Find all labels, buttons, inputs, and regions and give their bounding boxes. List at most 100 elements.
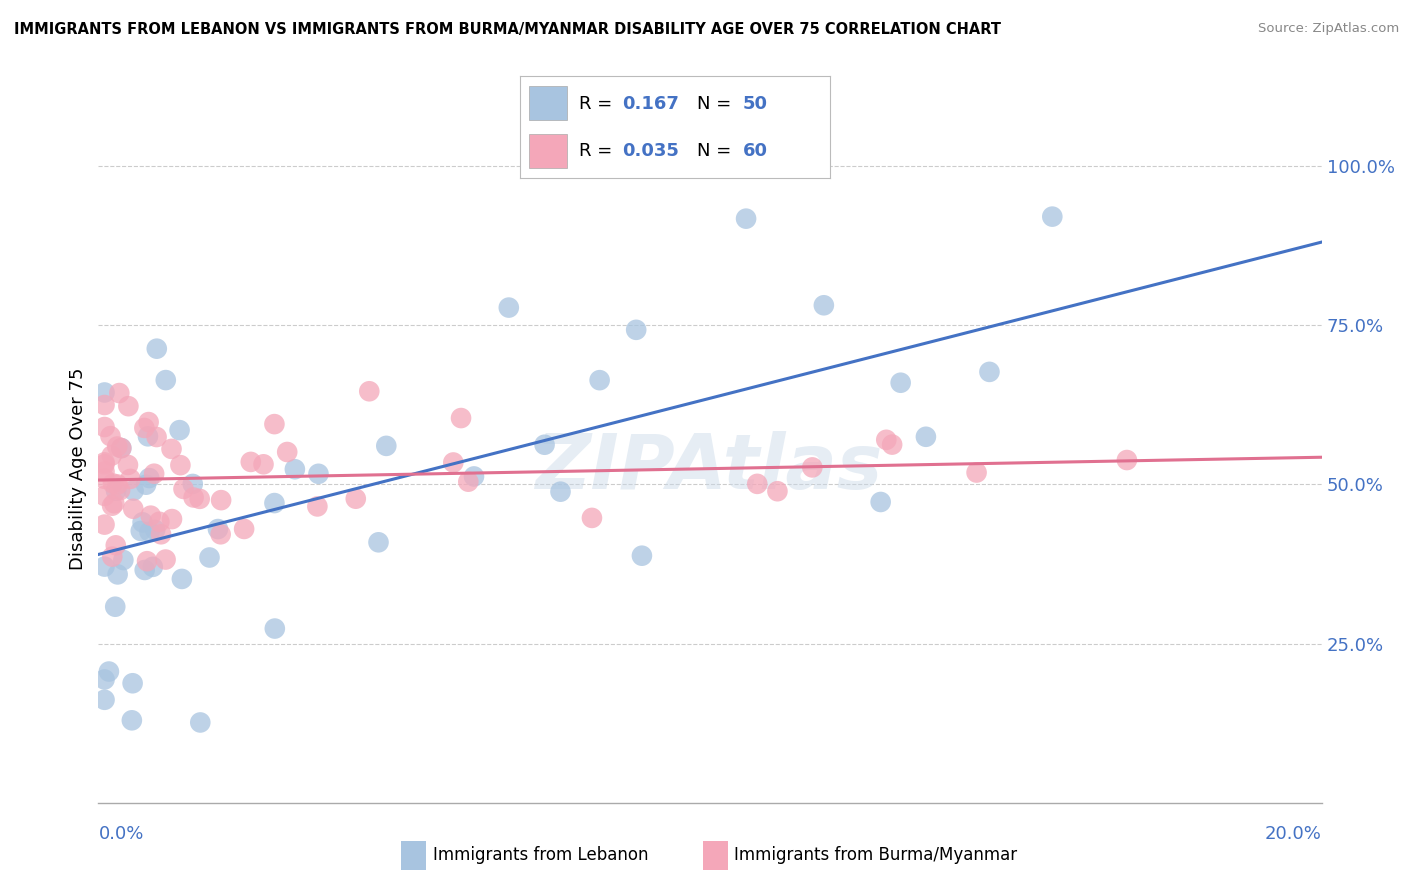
Text: IMMIGRANTS FROM LEBANON VS IMMIGRANTS FROM BURMA/MYANMAR DISABILITY AGE OVER 75 : IMMIGRANTS FROM LEBANON VS IMMIGRANTS FR…	[14, 22, 1001, 37]
Point	[107, 567, 129, 582]
Point	[966, 466, 988, 480]
Point	[145, 430, 167, 444]
Point	[766, 484, 789, 499]
Point	[747, 476, 769, 491]
Point	[143, 523, 166, 537]
Point	[882, 437, 904, 451]
Point	[110, 441, 132, 455]
Point	[173, 482, 195, 496]
Point	[155, 552, 177, 566]
Point	[93, 673, 115, 687]
Point	[110, 441, 132, 455]
Point	[93, 455, 115, 469]
Point	[160, 442, 183, 456]
Point	[122, 483, 145, 498]
Point	[209, 493, 232, 508]
Point	[93, 517, 115, 532]
Point	[813, 298, 835, 312]
Point	[148, 515, 170, 529]
Text: Immigrants from Lebanon: Immigrants from Lebanon	[433, 847, 648, 864]
Point	[359, 384, 381, 399]
Point	[139, 508, 162, 523]
Point	[375, 439, 398, 453]
Text: R =: R =	[579, 95, 619, 112]
Point	[108, 386, 131, 401]
Text: 0.167: 0.167	[623, 95, 679, 112]
Point	[367, 535, 389, 549]
Text: 50: 50	[742, 95, 768, 112]
Point	[93, 472, 115, 486]
Point	[117, 399, 139, 413]
Point	[93, 458, 115, 472]
Point	[631, 549, 654, 563]
Point	[188, 715, 211, 730]
Point	[276, 445, 298, 459]
Point	[735, 211, 758, 226]
Point	[1040, 210, 1063, 224]
Bar	[530, 87, 567, 120]
Point	[160, 512, 183, 526]
Point	[890, 376, 912, 390]
Point	[93, 489, 115, 503]
Point	[263, 622, 285, 636]
Point	[120, 472, 142, 486]
Point	[588, 373, 610, 387]
Point	[624, 323, 647, 337]
Point	[533, 438, 555, 452]
Point	[135, 477, 157, 491]
Point	[136, 429, 159, 443]
Point	[134, 421, 156, 435]
Text: Immigrants from Burma/Myanmar: Immigrants from Burma/Myanmar	[734, 847, 1017, 864]
Point	[93, 559, 115, 574]
Point	[207, 522, 229, 536]
Point	[105, 483, 128, 498]
Point	[100, 449, 122, 463]
Point	[104, 599, 127, 614]
Point	[263, 496, 285, 510]
Point	[146, 342, 169, 356]
Point	[136, 554, 159, 568]
Point	[181, 477, 204, 491]
Point	[344, 491, 367, 506]
Point	[450, 411, 472, 425]
Point	[170, 572, 193, 586]
Point	[308, 467, 330, 481]
Point	[169, 458, 191, 472]
Point	[93, 693, 115, 707]
Point	[103, 496, 125, 510]
Point	[252, 458, 274, 472]
Point	[550, 484, 572, 499]
Text: N =: N =	[696, 95, 737, 112]
Point	[100, 429, 122, 443]
Point	[138, 471, 160, 485]
Point	[1115, 453, 1137, 467]
Y-axis label: Disability Age Over 75: Disability Age Over 75	[69, 367, 87, 570]
Point	[498, 301, 520, 315]
Point	[101, 476, 124, 491]
Text: Source: ZipAtlas.com: Source: ZipAtlas.com	[1258, 22, 1399, 36]
Point	[441, 455, 464, 469]
Text: R =: R =	[579, 142, 619, 160]
Text: 20.0%: 20.0%	[1265, 825, 1322, 843]
Point	[169, 423, 191, 437]
Point	[112, 553, 135, 567]
Point	[108, 483, 131, 497]
Text: ZIPAtlas: ZIPAtlas	[536, 432, 884, 505]
Point	[284, 462, 307, 476]
Point	[93, 465, 115, 479]
Point	[463, 469, 485, 483]
Point	[93, 420, 115, 434]
Bar	[530, 135, 567, 168]
Text: 60: 60	[742, 142, 768, 160]
Point	[131, 516, 153, 530]
Point	[122, 501, 145, 516]
Point	[233, 522, 256, 536]
Point	[97, 665, 120, 679]
Point	[801, 460, 824, 475]
Point	[875, 433, 897, 447]
Point	[188, 491, 211, 506]
Point	[307, 500, 329, 514]
Point	[107, 477, 129, 491]
Point	[150, 527, 173, 541]
Point	[263, 417, 285, 431]
